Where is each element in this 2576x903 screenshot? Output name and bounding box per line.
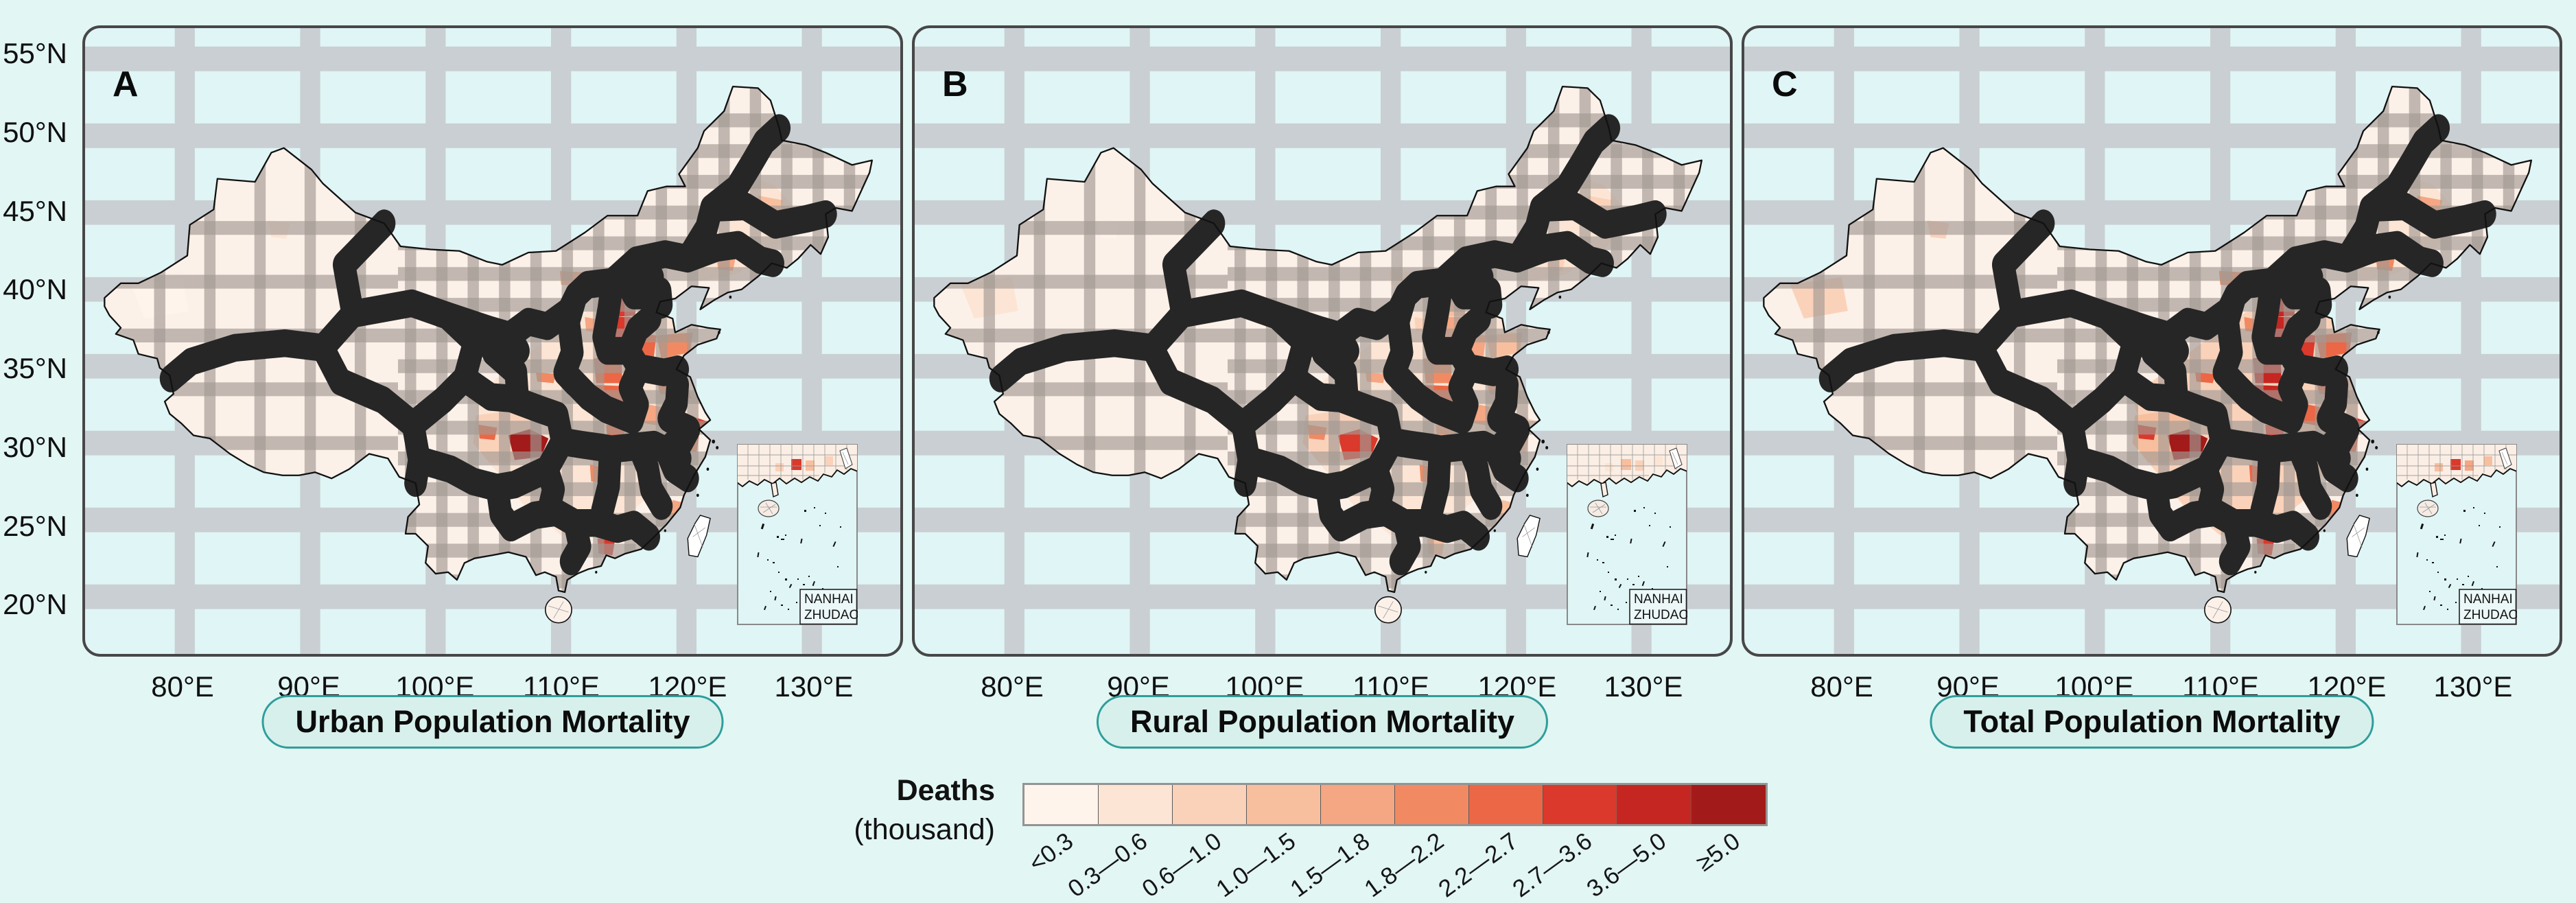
lat-tick: 55°N [3,37,67,69]
legend-bin-labels: <0.3 0.3—0.6 0.6—1.0 1.0—1.5 1.5—1.8 1.8… [1022,828,1764,902]
panel-title-total: Total Population Mortality [1930,695,2374,749]
legend-bin-label: 1.5—1.8 [1285,828,1374,903]
legend-title: Deaths (thousand) [769,771,995,849]
panel-title-urban: Urban Population Mortality [261,695,724,749]
nanhai-inset-a [737,444,858,625]
legend-bin-label: 1.8—2.2 [1359,828,1449,903]
legend-swatch [1543,785,1617,824]
map-panel-c: C [1742,25,2562,657]
panel-urban: A 80°E 90°E 100°E 110°E 120°E 130°E Urba… [82,25,903,891]
panel-letter-b: B [942,64,968,104]
lat-tick: 35°N [3,352,67,384]
legend-bin-label: 2.7—3.6 [1507,828,1597,903]
lon-tick: 130°E [2433,670,2513,703]
panel-letter-c: C [1772,64,1798,104]
legend-title-line1: Deaths [896,774,995,807]
legend-swatch [1617,785,1691,824]
map-panel-a: A [82,25,903,657]
lat-tick: 45°N [3,195,67,227]
lat-tick: 30°N [3,431,67,463]
lat-tick: 25°N [3,510,67,542]
legend-bin-label: 2.2—2.7 [1433,828,1523,903]
legend-swatch [1691,785,1766,824]
legend-bin-label: <0.3 [1024,828,1078,878]
lon-tick: 80°E [151,670,214,703]
panel-letter-a: A [113,64,139,104]
panel-title-rural: Rural Population Mortality [1096,695,1549,749]
legend-swatch [1247,785,1321,824]
lat-tick: 50°N [3,116,67,148]
lon-tick: 80°E [1810,670,1873,703]
legend-swatch [1469,785,1543,824]
legend-swatch [1395,785,1469,824]
legend-bin-label: 1.0—1.5 [1210,828,1300,903]
nanhai-inset-c [2396,444,2517,625]
legend-bin-label: 3.6—5.0 [1581,828,1671,903]
lon-tick: 130°E [774,670,854,703]
legend-swatch [1173,785,1247,824]
nanhai-inset-b [1567,444,1687,625]
panel-total: C 80°E 90°E 100°E 110°E 120°E 130°E Tota… [1742,25,2562,891]
legend-title-line2: (thousand) [854,813,995,846]
legend-bin-label: 0.6—1.0 [1136,828,1226,903]
legend-bin-label: 0.3—0.6 [1062,828,1152,903]
legend-swatch [1321,785,1395,824]
lon-tick: 80°E [981,670,1044,703]
lon-tick: 130°E [1604,670,1683,703]
legend-colorbar [1022,783,1768,826]
panel-rural: B 80°E 90°E 100°E 110°E 120°E 130°E Rura… [912,25,1733,891]
legend-swatch [1024,785,1099,824]
latitude-axis: 55°N 50°N 45°N 40°N 35°N 30°N 25°N 20°N [0,0,74,891]
map-panel-b: B [912,25,1733,657]
legend-swatch [1099,785,1173,824]
legend-bin-label: ≥5.0 [1691,828,1745,877]
lat-tick: 40°N [3,273,67,305]
lat-tick: 20°N [3,588,67,620]
